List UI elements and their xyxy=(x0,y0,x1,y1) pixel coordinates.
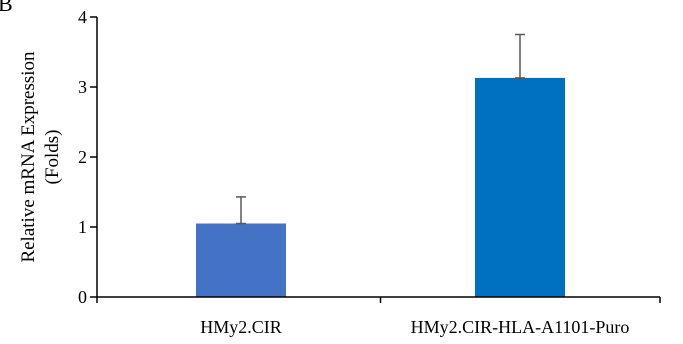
y-axis-title-line-2: (Folds) xyxy=(42,130,63,185)
bars xyxy=(196,77,565,298)
axes xyxy=(96,17,661,303)
y-axis-title-line-1: Relative mRNA Expression xyxy=(18,51,39,263)
y-tick-label-2: 2 xyxy=(78,147,87,167)
error-bars xyxy=(236,33,525,225)
y-tick-label-4: 4 xyxy=(78,7,87,27)
x-tick-label-0: HMy2.CIR xyxy=(200,317,282,337)
bar-1 xyxy=(475,77,565,298)
bar-0 xyxy=(196,223,286,297)
x-tick-label-1: HMy2.CIR-HLA-A1101-Puro xyxy=(411,317,630,337)
y-tick-label-1: 1 xyxy=(78,217,87,237)
y-tick-label-0: 0 xyxy=(78,287,87,307)
x-tick-labels: HMy2.CIR HMy2.CIR-HLA-A1101-Puro xyxy=(200,317,629,337)
panel-label: B xyxy=(0,0,13,16)
y-ticks: 0 1 2 3 4 xyxy=(78,7,97,307)
y-axis-title: Relative mRNA Expression (Folds) xyxy=(18,51,63,263)
y-tick-label-3: 3 xyxy=(78,77,87,97)
